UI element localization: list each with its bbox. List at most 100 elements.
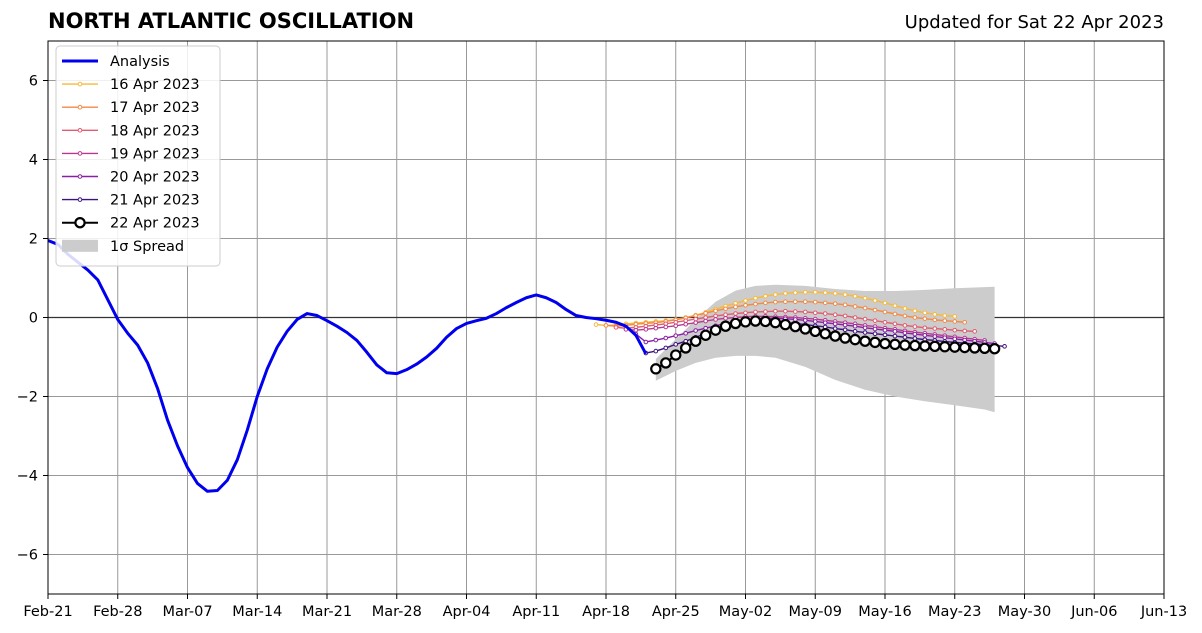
series-point — [939, 341, 951, 353]
series-point — [842, 302, 848, 308]
series-point — [593, 322, 599, 327]
series-point — [872, 331, 878, 336]
series-point — [670, 349, 682, 361]
series-point — [912, 336, 918, 341]
legend-label: 16 Apr 2023 — [110, 77, 200, 93]
series-point — [882, 327, 888, 333]
x-tick-label: Feb-28 — [93, 604, 142, 620]
series-point — [743, 310, 748, 316]
series-point — [882, 309, 888, 315]
legend-entry: 18 Apr 2023 — [62, 123, 200, 139]
series-point — [719, 320, 732, 332]
legend-box — [55, 45, 221, 267]
series-point — [733, 311, 738, 316]
series-point — [793, 317, 798, 322]
x-tick-label: May-09 — [789, 604, 842, 620]
series-point — [729, 317, 742, 330]
series-point — [713, 308, 718, 314]
legend-marker — [77, 174, 83, 179]
series-point — [892, 303, 898, 308]
series-point — [988, 343, 1001, 355]
series-point — [892, 329, 898, 334]
series-point — [942, 335, 948, 340]
series-point — [829, 330, 841, 342]
series-point — [912, 315, 918, 320]
series-point — [733, 304, 738, 310]
series-point — [693, 328, 698, 333]
series-point — [1002, 344, 1007, 349]
series-point — [703, 310, 708, 316]
series-point — [789, 320, 802, 333]
series-point — [832, 312, 838, 318]
series-point — [862, 330, 868, 335]
series-point — [872, 318, 878, 323]
series-point — [613, 325, 619, 330]
series-point — [603, 323, 609, 328]
series-point — [909, 339, 921, 352]
series-point — [872, 307, 878, 313]
series-point — [842, 327, 848, 333]
series-point — [932, 317, 938, 323]
x-tick-label: Apr-25 — [652, 604, 700, 620]
series-point — [879, 337, 891, 350]
series-point — [763, 293, 768, 299]
series-point — [922, 310, 928, 316]
series-point — [959, 341, 971, 354]
x-tick-label: Mar-21 — [302, 604, 352, 620]
legend-swatch — [62, 239, 98, 252]
y-tick-label: −4 — [17, 469, 38, 485]
series-point — [683, 331, 689, 336]
x-tick-label: May-16 — [858, 604, 911, 620]
series-point — [812, 289, 818, 295]
series-point — [912, 324, 918, 329]
series-point — [773, 308, 778, 314]
series-point — [849, 333, 861, 346]
legend-entry: 17 Apr 2023 — [62, 100, 200, 116]
series-point — [902, 330, 908, 336]
series-point — [653, 337, 659, 343]
series-point — [892, 311, 898, 317]
x-tick-label: Apr-04 — [443, 604, 491, 620]
series-point — [942, 313, 948, 318]
series-point — [942, 327, 948, 332]
series-point — [889, 338, 901, 351]
series-point — [643, 339, 649, 345]
series-point — [769, 316, 782, 329]
series-point — [912, 308, 918, 314]
legend-label: 17 Apr 2023 — [110, 100, 200, 116]
series-point — [872, 326, 878, 332]
legend-label: 21 Apr 2023 — [110, 193, 200, 209]
series-point — [832, 326, 838, 331]
series-point — [812, 319, 818, 324]
series-point — [872, 298, 878, 303]
legend-label: Analysis — [110, 54, 170, 70]
analysis-series — [47, 239, 648, 493]
series-point — [812, 310, 818, 316]
series-point — [763, 300, 768, 306]
series-point — [689, 335, 702, 347]
series-point — [693, 320, 698, 325]
series-point — [968, 342, 981, 354]
series-point — [793, 299, 798, 305]
series-point — [650, 363, 662, 375]
legend-entry: 16 Apr 2023 — [62, 77, 200, 93]
series-point — [673, 333, 679, 338]
series-point — [832, 291, 838, 296]
series-point — [633, 327, 639, 333]
series-point — [660, 357, 672, 369]
series-point — [942, 318, 948, 323]
series-point — [892, 321, 898, 327]
series-point — [852, 293, 858, 299]
series-point — [932, 312, 938, 317]
y-tick-label: −2 — [17, 390, 38, 406]
x-tick-label: May-02 — [719, 604, 772, 620]
legend-entry: 19 Apr 2023 — [62, 146, 200, 162]
series-point — [699, 329, 712, 341]
series-point — [773, 292, 778, 297]
legend-marker — [77, 104, 83, 110]
series-point — [663, 324, 669, 330]
series-point — [802, 317, 808, 323]
series-point — [709, 324, 722, 336]
legend: Analysis 16 Apr 2023 17 Apr 2023 18 Apr 202… — [55, 45, 221, 267]
